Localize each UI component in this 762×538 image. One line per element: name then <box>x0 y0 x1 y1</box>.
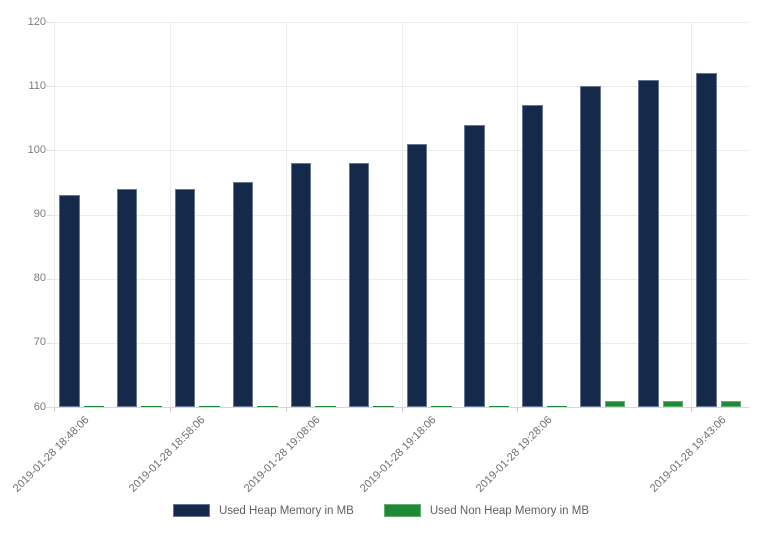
y-tick-70 <box>46 342 54 344</box>
non-heap-memory-bar[interactable] <box>662 400 684 407</box>
heap-memory-legend-swatch <box>172 504 210 517</box>
x-axis-label-2: 2019-01-28 18:58:06 <box>126 414 208 495</box>
x-tick-4 <box>285 407 287 412</box>
y-axis-label-60: 60 <box>33 400 46 413</box>
legend-item-used-heap-memory[interactable]: Used Heap Memory in MB <box>172 504 354 517</box>
x-gridline-8 <box>517 22 519 407</box>
y-axis-label-100: 100 <box>27 143 46 156</box>
x-axis-label-8: 2019-01-28 19:28:06 <box>474 414 555 495</box>
non-heap-memory-bar[interactable] <box>546 405 568 407</box>
non-heap-memory-bar[interactable] <box>488 405 510 407</box>
heap-memory-bar[interactable] <box>522 105 543 407</box>
x-axis-label-11: 2019-01-28 19:43:06 <box>647 414 729 495</box>
y-tick-90 <box>46 214 54 216</box>
y-axis-label-70: 70 <box>33 336 46 349</box>
heap-memory-bar[interactable] <box>580 86 601 407</box>
y-tick-120 <box>46 22 54 23</box>
x-gridline-6 <box>401 22 403 407</box>
x-tick-0 <box>54 407 55 412</box>
x-tick-11 <box>691 407 693 412</box>
x-gridline-2 <box>169 22 171 407</box>
heap-memory-legend-label: Used Heap Memory in MB <box>218 504 354 517</box>
non-heap-memory-bar[interactable] <box>141 405 162 407</box>
x-axis-label-4: 2019-01-28 19:08:06 <box>242 414 324 495</box>
legend-item-used-non-heap-memory[interactable]: Used Non Heap Memory in MB <box>383 504 589 517</box>
y-tick-100 <box>46 150 54 152</box>
non-heap-memory-legend-label: Used Non Heap Memory in MB <box>429 504 589 517</box>
heap-memory-bar[interactable] <box>406 143 427 407</box>
chart-legend: Used Heap Memory in MB Used Non Heap Mem… <box>0 504 762 517</box>
non-heap-memory-bar[interactable] <box>720 400 742 407</box>
x-gridline-4 <box>285 22 287 407</box>
y-tick-60 <box>46 407 54 408</box>
heap-memory-bar[interactable] <box>696 73 717 407</box>
y-tick-110 <box>46 86 54 88</box>
heap-memory-bar[interactable] <box>464 124 485 407</box>
y-axis-label-90: 90 <box>33 208 46 220</box>
x-axis-label-0: 2019-01-28 18:48:06 <box>10 414 92 495</box>
x-tick-2 <box>169 407 171 412</box>
non-heap-memory-legend-swatch <box>383 504 421 517</box>
heap-memory-bar[interactable] <box>290 163 312 407</box>
x-tick-8 <box>517 407 519 412</box>
heap-memory-bar[interactable] <box>59 195 80 408</box>
heap-memory-bar[interactable] <box>116 188 138 407</box>
y-axis-label-80: 80 <box>33 272 46 285</box>
y-axis-label-110: 110 <box>28 79 46 92</box>
x-axis-label-6: 2019-01-28 19:18:06 <box>358 414 439 495</box>
non-heap-memory-bar[interactable] <box>199 405 220 407</box>
non-heap-memory-bar[interactable] <box>83 405 104 407</box>
non-heap-memory-bar[interactable] <box>604 400 626 407</box>
y-tick-80 <box>46 278 54 280</box>
heap-memory-bar[interactable] <box>174 188 196 407</box>
heap-memory-bar[interactable] <box>348 163 370 407</box>
x-gridline-0 <box>54 22 55 407</box>
non-heap-memory-bar[interactable] <box>431 405 452 407</box>
heap-memory-bar[interactable] <box>638 79 659 408</box>
non-heap-memory-bar[interactable] <box>257 405 278 407</box>
non-heap-memory-bar[interactable] <box>315 405 336 407</box>
x-gridline-11 <box>691 22 693 407</box>
heap-memory-bar[interactable] <box>232 182 254 407</box>
x-tick-6 <box>401 407 403 412</box>
y-axis-label-120: 120 <box>27 15 46 28</box>
non-heap-memory-bar[interactable] <box>373 405 394 407</box>
